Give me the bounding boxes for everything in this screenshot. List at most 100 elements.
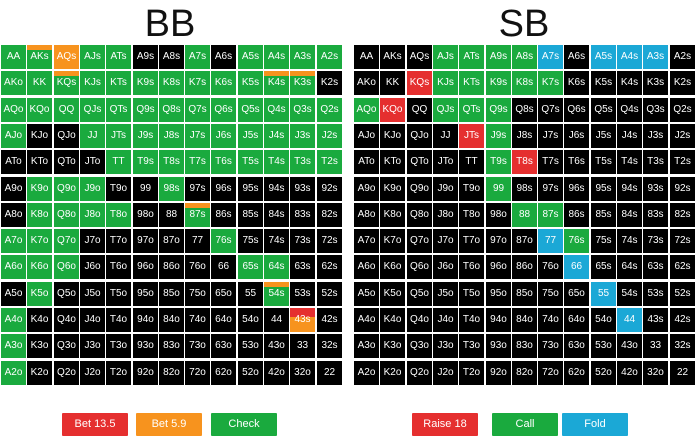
hand-cell[interactable]: 98s: [159, 177, 184, 201]
hand-cell[interactable]: 52s: [317, 282, 342, 306]
hand-cell[interactable]: 33: [643, 334, 668, 358]
hand-cell[interactable]: Q8s: [159, 98, 184, 122]
hand-cell[interactable]: J9s: [133, 124, 158, 148]
hand-cell[interactable]: 97s: [538, 177, 563, 201]
hand-cell[interactable]: 32o: [643, 361, 668, 385]
hand-cell[interactable]: K9o: [27, 177, 52, 201]
hand-cell[interactable]: 63o: [211, 334, 236, 358]
hand-cell[interactable]: K7s: [185, 71, 210, 95]
hand-cell[interactable]: T5o: [459, 282, 484, 306]
hand-cell[interactable]: 74s: [264, 229, 289, 253]
hand-cell[interactable]: Q6s: [564, 98, 589, 122]
hand-cell[interactable]: AQs: [407, 45, 432, 69]
hand-cell[interactable]: A4s: [264, 45, 289, 69]
hand-cell[interactable]: 42s: [670, 308, 695, 332]
hand-cell[interactable]: Q9o: [407, 177, 432, 201]
hand-cell[interactable]: Q5s: [591, 98, 616, 122]
hand-cell[interactable]: T7o: [459, 229, 484, 253]
hand-cell[interactable]: Q4s: [264, 98, 289, 122]
hand-cell[interactable]: A8o: [1, 203, 26, 227]
hand-cell[interactable]: 42s: [317, 308, 342, 332]
hand-cell[interactable]: J9s: [486, 124, 511, 148]
hand-cell[interactable]: A7s: [538, 45, 563, 69]
hand-cell[interactable]: 76s: [564, 229, 589, 253]
hand-cell[interactable]: T4s: [617, 150, 642, 174]
hand-cell[interactable]: 53s: [643, 282, 668, 306]
hand-cell[interactable]: A7s: [185, 45, 210, 69]
hand-cell[interactable]: K4s: [264, 71, 289, 95]
hand-cell[interactable]: 62s: [317, 255, 342, 279]
hand-cell[interactable]: K2s: [670, 71, 695, 95]
hand-cell[interactable]: K7o: [380, 229, 405, 253]
hand-cell[interactable]: 43s: [290, 308, 315, 332]
hand-cell[interactable]: Q3s: [290, 98, 315, 122]
hand-cell[interactable]: K8o: [380, 203, 405, 227]
hand-cell[interactable]: AQs: [54, 45, 79, 69]
hand-cell[interactable]: AA: [1, 45, 26, 69]
hand-cell[interactable]: Q7s: [185, 98, 210, 122]
hand-cell[interactable]: J6s: [211, 124, 236, 148]
hand-cell[interactable]: KJo: [380, 124, 405, 148]
hand-cell[interactable]: TT: [459, 150, 484, 174]
hand-cell[interactable]: 93o: [133, 334, 158, 358]
hand-cell[interactable]: T6o: [106, 255, 131, 279]
hand-cell[interactable]: 82o: [159, 361, 184, 385]
hand-cell[interactable]: 94o: [486, 308, 511, 332]
hand-cell[interactable]: 92o: [486, 361, 511, 385]
hand-cell[interactable]: A3s: [643, 45, 668, 69]
hand-cell[interactable]: A6s: [211, 45, 236, 69]
hand-cell[interactable]: Q7o: [407, 229, 432, 253]
hand-cell[interactable]: 83o: [512, 334, 537, 358]
hand-cell[interactable]: TT: [106, 150, 131, 174]
hand-cell[interactable]: 99: [486, 177, 511, 201]
hand-cell[interactable]: 97s: [185, 177, 210, 201]
hand-cell[interactable]: QTs: [459, 98, 484, 122]
hand-cell[interactable]: K4s: [617, 71, 642, 95]
hand-cell[interactable]: 32o: [290, 361, 315, 385]
hand-cell[interactable]: K2o: [27, 361, 52, 385]
hand-cell[interactable]: J7s: [538, 124, 563, 148]
hand-cell[interactable]: Q8o: [54, 203, 79, 227]
hand-cell[interactable]: AQo: [1, 98, 26, 122]
hand-cell[interactable]: A2s: [670, 45, 695, 69]
hand-cell[interactable]: KTs: [106, 71, 131, 95]
hand-cell[interactable]: JJ: [80, 124, 105, 148]
hand-cell[interactable]: K6o: [380, 255, 405, 279]
hand-cell[interactable]: J8s: [159, 124, 184, 148]
hand-cell[interactable]: 84o: [512, 308, 537, 332]
hand-cell[interactable]: K3s: [290, 71, 315, 95]
hand-cell[interactable]: Q9s: [486, 98, 511, 122]
hand-cell[interactable]: 95o: [133, 282, 158, 306]
hand-cell[interactable]: 76s: [211, 229, 236, 253]
hand-cell[interactable]: 43o: [264, 334, 289, 358]
hand-cell[interactable]: AKs: [27, 45, 52, 69]
hand-cell[interactable]: Q7o: [54, 229, 79, 253]
hand-cell[interactable]: Q3o: [54, 334, 79, 358]
hand-cell[interactable]: KTs: [459, 71, 484, 95]
hand-cell[interactable]: 53o: [238, 334, 263, 358]
hand-cell[interactable]: K7o: [27, 229, 52, 253]
hand-cell[interactable]: T7s: [185, 150, 210, 174]
hand-cell[interactable]: KJo: [27, 124, 52, 148]
hand-cell[interactable]: A5o: [1, 282, 26, 306]
hand-cell[interactable]: 98o: [133, 203, 158, 227]
hand-cell[interactable]: Q8o: [407, 203, 432, 227]
hand-cell[interactable]: 74s: [617, 229, 642, 253]
hand-cell[interactable]: 65o: [564, 282, 589, 306]
hand-cell[interactable]: 75o: [538, 282, 563, 306]
hand-cell[interactable]: J8o: [433, 203, 458, 227]
hand-cell[interactable]: AQo: [354, 98, 379, 122]
hand-cell[interactable]: 77: [185, 229, 210, 253]
hand-cell[interactable]: 85s: [591, 203, 616, 227]
hand-cell[interactable]: T4o: [106, 308, 131, 332]
hand-cell[interactable]: KQo: [27, 98, 52, 122]
hand-cell[interactable]: 96s: [211, 177, 236, 201]
hand-cell[interactable]: 72s: [317, 229, 342, 253]
hand-cell[interactable]: J7o: [433, 229, 458, 253]
hand-cell[interactable]: 63s: [290, 255, 315, 279]
hand-cell[interactable]: 54s: [617, 282, 642, 306]
hand-cell[interactable]: J4o: [433, 308, 458, 332]
hand-cell[interactable]: 87o: [159, 229, 184, 253]
hand-cell[interactable]: A4o: [1, 308, 26, 332]
hand-cell[interactable]: 82s: [670, 203, 695, 227]
